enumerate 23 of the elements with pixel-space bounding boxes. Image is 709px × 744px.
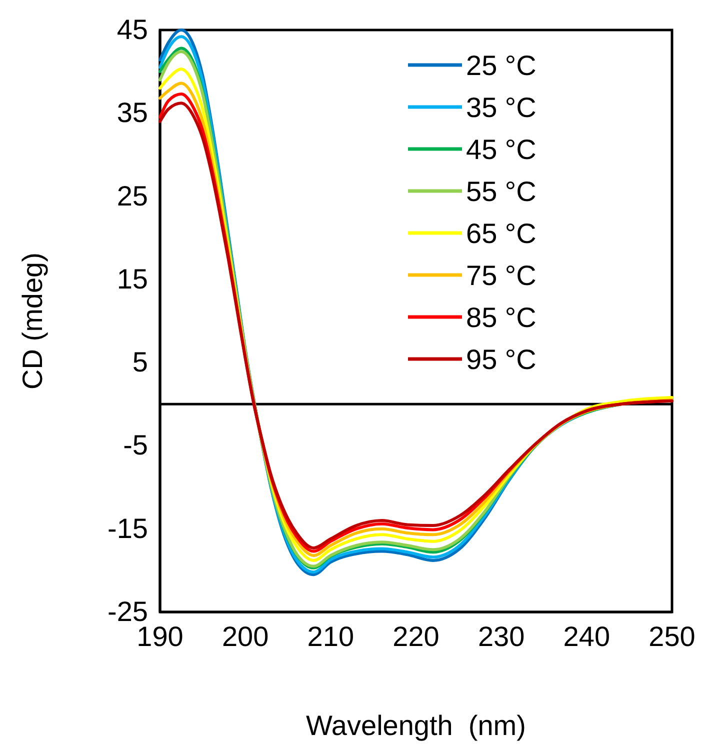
y-tick-label: -15 <box>108 512 148 544</box>
y-tick-label: 15 <box>116 263 148 294</box>
x-tick-label: 200 <box>222 620 269 652</box>
y-tick-label: 5 <box>132 346 148 378</box>
x-tick-label: 250 <box>648 620 696 652</box>
x-tick-label: 210 <box>307 620 354 652</box>
legend-label: 35 °C <box>466 92 536 123</box>
y-tick-label: 35 <box>116 97 148 128</box>
legend-label: 65 °C <box>466 218 536 249</box>
legend-label: 45 °C <box>466 134 536 165</box>
legend-label: 75 °C <box>466 260 536 291</box>
legend-label: 55 °C <box>466 176 536 207</box>
legend-label: 85 °C <box>466 302 536 333</box>
y-tick-label: 25 <box>116 180 148 212</box>
x-tick-label: 220 <box>392 620 440 652</box>
legend-label: 95 °C <box>466 344 536 375</box>
y-tick-label: 45 <box>116 14 148 45</box>
x-tick-label: 240 <box>563 620 610 652</box>
legend-label: 25 °C <box>466 50 536 81</box>
y-axis-title: CD (mdeg) <box>17 252 48 390</box>
y-tick-label: -5 <box>123 430 148 461</box>
x-tick-label: 230 <box>478 620 525 652</box>
x-axis-title: Wavelength (nm) <box>306 710 526 741</box>
